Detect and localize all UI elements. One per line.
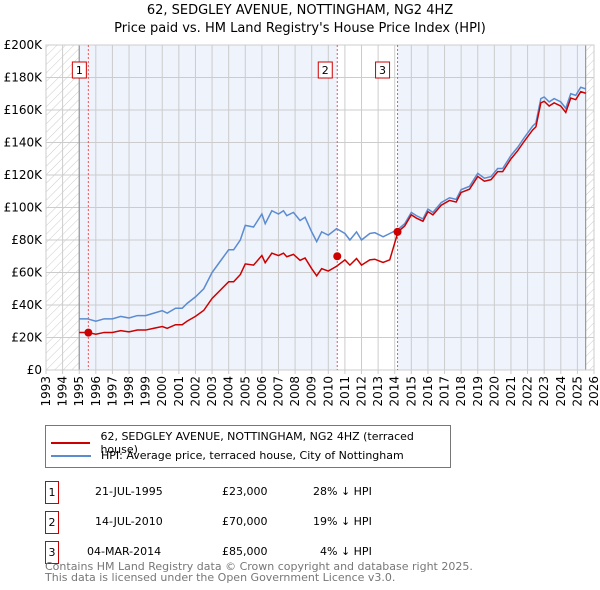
x-tick-label: 1996 xyxy=(89,376,103,407)
sale-hpi-diff: 4% ↓ HPI xyxy=(320,545,372,558)
x-tick-label: 2000 xyxy=(155,376,169,407)
x-tick-label: 2005 xyxy=(238,376,252,407)
legend: 62, SEDGLEY AVENUE, NOTTINGHAM, NG2 4HZ … xyxy=(45,425,451,468)
x-tick-label: 1995 xyxy=(72,376,86,407)
x-tick-label: 2001 xyxy=(172,376,186,407)
y-tick-label: £100K xyxy=(4,201,44,215)
hpi-line xyxy=(79,86,586,323)
sale-marker-label: 2 xyxy=(322,64,329,77)
sale-hpi-diff: 19% ↓ HPI xyxy=(313,515,372,528)
y-tick-label: £200K xyxy=(4,38,44,52)
x-tick-label: 2012 xyxy=(355,376,369,407)
y-tick-label: £140K xyxy=(4,136,44,150)
sale-marker-label: 1 xyxy=(76,64,83,77)
sale-price: £70,000 xyxy=(222,515,268,528)
sale-marker-box xyxy=(71,61,87,79)
sale-marker-label: 3 xyxy=(379,64,386,77)
y-tick-label: £60K xyxy=(11,266,43,280)
price-chart: £0 £20K £40K £60K £80K £100K £120K £140K £160K £1… xyxy=(4,38,600,407)
y-tick-label: £40K xyxy=(11,298,43,312)
x-tick-label: 1998 xyxy=(122,376,136,407)
sale-date: 21-JUL-1995 xyxy=(95,485,163,498)
chart-subtitle: Price paid vs. HM Land Registry's House … xyxy=(114,21,486,36)
property-price-line xyxy=(79,90,586,336)
chart-title: 62, SEDGLEY AVENUE, NOTTINGHAM, NG2 4HZ xyxy=(146,3,454,18)
legend-item-hpi: HPI: Average price, terraced house, City… xyxy=(51,449,404,462)
x-tick-label: 2003 xyxy=(205,376,219,407)
y-tick-label: £0 xyxy=(27,363,42,377)
x-tick-label: 2002 xyxy=(188,376,202,407)
x-tick-label: 2009 xyxy=(305,376,319,407)
x-tick-label: 2011 xyxy=(338,376,352,407)
x-tick-label: 2006 xyxy=(255,376,269,407)
x-tick-label: 2020 xyxy=(487,376,501,407)
x-tick-label: 1993 xyxy=(39,376,53,407)
x-tick-label: 2014 xyxy=(388,376,402,407)
sale-date: 04-MAR-2014 xyxy=(87,545,162,558)
x-tick-label: 2019 xyxy=(471,376,485,407)
x-tick-label: 2015 xyxy=(404,376,418,407)
x-tick-label: 2017 xyxy=(438,376,452,407)
legend-label: HPI: Average price, terraced house, City… xyxy=(101,449,404,462)
sale-number: 2 xyxy=(45,511,59,534)
x-tick-label: 2024 xyxy=(554,376,568,407)
sale-number: 1 xyxy=(45,481,59,504)
y-tick-label: £20K xyxy=(11,331,43,345)
x-tick-label: 2013 xyxy=(371,376,385,407)
x-tick-label: 2007 xyxy=(271,376,285,407)
y-tick-label: £120K xyxy=(4,168,44,182)
sale-marker-box xyxy=(375,61,391,79)
x-tick-label: 2023 xyxy=(537,376,551,407)
legend-item-property: 62, SEDGLEY AVENUE, NOTTINGHAM, NG2 4HZ … xyxy=(51,430,450,456)
x-tick-label: 1994 xyxy=(56,376,70,407)
y-tick-label: £160K xyxy=(4,103,44,117)
sale-price: £85,000 xyxy=(222,545,268,558)
y-tick-label: £80K xyxy=(11,233,43,247)
x-tick-label: 2025 xyxy=(570,376,584,407)
sale-price: £23,000 xyxy=(222,485,268,498)
x-tick-label: 1997 xyxy=(105,376,119,407)
footer-copyright: Contains HM Land Registry data © Crown c… xyxy=(45,560,473,573)
x-tick-label: 1999 xyxy=(139,376,153,407)
legend-swatch-red xyxy=(51,442,91,444)
x-tick-label: 2004 xyxy=(222,376,236,407)
sale-point xyxy=(393,227,402,236)
x-tick-label: 2018 xyxy=(454,376,468,407)
footer-licence: This data is licensed under the Open Gov… xyxy=(45,571,396,584)
legend-swatch-blue xyxy=(51,454,91,457)
x-tick-label: 2026 xyxy=(587,376,600,407)
x-tick-label: 2021 xyxy=(504,376,518,407)
y-tick-label: £180K xyxy=(4,71,44,85)
sale-number: 3 xyxy=(45,541,59,564)
x-tick-label: 2016 xyxy=(421,376,435,407)
sale-marker-box xyxy=(317,61,333,79)
sale-date: 14-JUL-2010 xyxy=(95,515,163,528)
plot-border xyxy=(45,44,595,371)
x-tick-label: 2008 xyxy=(288,376,302,407)
x-tick-label: 2010 xyxy=(321,376,335,407)
sale-point xyxy=(333,252,342,261)
x-tick-label: 2022 xyxy=(521,376,535,407)
legend-label: 62, SEDGLEY AVENUE, NOTTINGHAM, NG2 4HZ … xyxy=(100,430,414,456)
sale-point xyxy=(84,328,93,337)
sale-hpi-diff: 28% ↓ HPI xyxy=(313,485,372,498)
